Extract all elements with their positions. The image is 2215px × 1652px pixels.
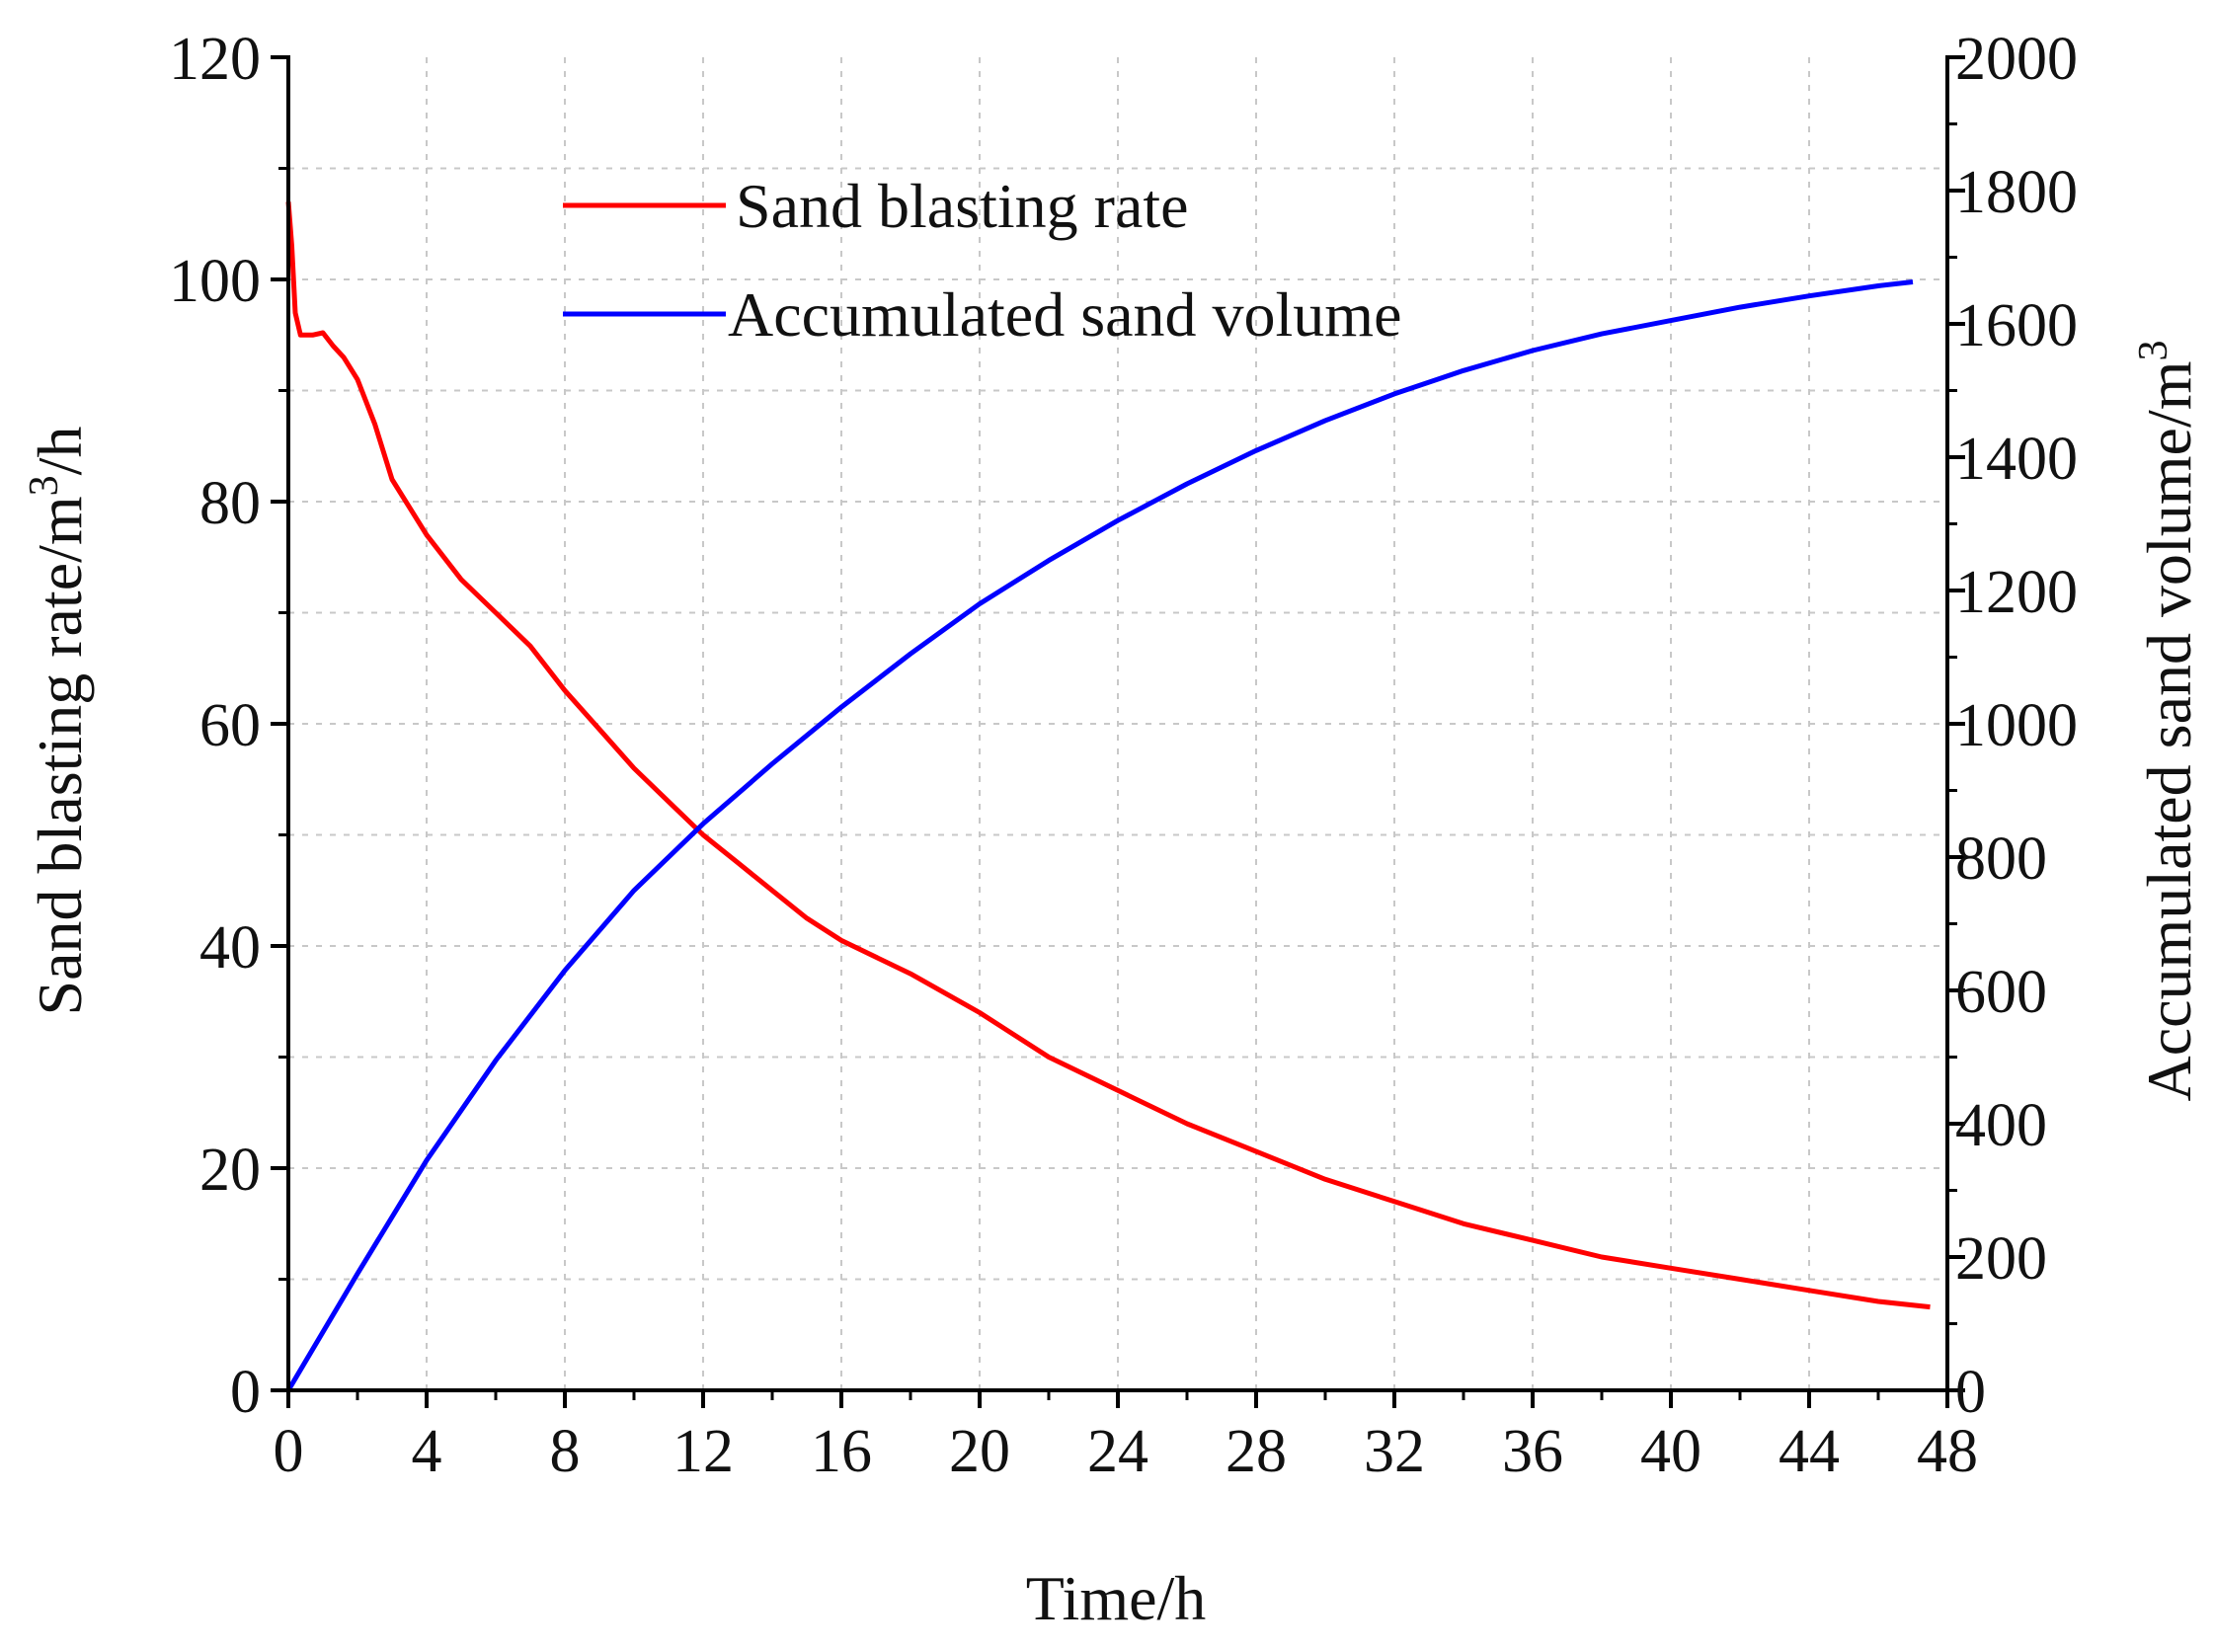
y-tick-label: 80	[199, 470, 261, 537]
y2-tick-label: 1000	[1955, 692, 2078, 759]
x-tick-label: 0	[274, 1418, 304, 1485]
series-layer	[285, 201, 1931, 1392]
y-tick-label: 20	[199, 1137, 261, 1204]
y-axis-title-suffix: /h	[25, 427, 95, 476]
y-tick-label: 100	[169, 248, 261, 315]
y-axis-title: Sand blasting rate/m3/h	[22, 427, 95, 1016]
y-tick-label: 40	[199, 914, 261, 982]
ticks-layer: 0 4 8 12 16 20 24 28 32 36 40 44 4802040608010012002…	[169, 26, 2078, 1485]
y2-axis-title-sup: 3	[2131, 340, 2176, 360]
x-tick-label: 12	[672, 1418, 734, 1485]
x-tick-label: 36	[1502, 1418, 1563, 1485]
x-tick-label: 16	[811, 1418, 872, 1485]
x-tick-label: 44	[1779, 1418, 1840, 1485]
x-tick-label: 8	[550, 1418, 581, 1485]
x-tick-label: 28	[1226, 1418, 1287, 1485]
y2-axis-title-main: Accumulated sand volume/m	[2134, 360, 2204, 1101]
legend-label-sand-blasting-rate: Sand blasting rate	[736, 171, 1189, 241]
y-axis-title-sup: 3	[22, 475, 67, 496]
y-tick-label: 0	[230, 1359, 261, 1426]
legend: Sand blasting rate Accumulated sand volu…	[563, 171, 1401, 350]
y2-tick-label: 600	[1955, 959, 2047, 1026]
y-axis-title-main: Sand blasting rate/m	[25, 496, 95, 1015]
x-tick-label: 40	[1640, 1418, 1701, 1485]
y-tick-label: 60	[199, 692, 261, 759]
y2-tick-label: 1800	[1955, 159, 2078, 226]
y2-axis-title: Accumulated sand volume/m3	[2131, 340, 2204, 1101]
x-tick-label: 24	[1087, 1418, 1148, 1485]
y2-tick-label: 400	[1955, 1092, 2047, 1159]
y2-tick-label: 1600	[1955, 292, 2078, 359]
y2-tick-label: 1200	[1955, 559, 2078, 626]
series-line-sand-blasting-rate	[285, 201, 1931, 1310]
x-tick-label: 4	[412, 1418, 442, 1485]
legend-label-accumulated-sand-volume: Accumulated sand volume	[728, 279, 1401, 350]
y2-tick-label: 0	[1955, 1359, 1986, 1426]
x-axis-title: Time/h	[1026, 1563, 1207, 1633]
y2-tick-label: 1400	[1955, 426, 2078, 493]
y-tick-label: 120	[169, 26, 261, 93]
x-tick-label: 48	[1917, 1418, 1978, 1485]
y2-tick-label: 2000	[1955, 26, 2078, 93]
x-tick-label: 20	[949, 1418, 1010, 1485]
series-line-accumulated-sand-volume	[285, 279, 1914, 1392]
grid	[288, 57, 1947, 1390]
y2-tick-label: 800	[1955, 826, 2047, 893]
y2-tick-label: 200	[1955, 1225, 2047, 1293]
x-tick-label: 32	[1364, 1418, 1425, 1485]
